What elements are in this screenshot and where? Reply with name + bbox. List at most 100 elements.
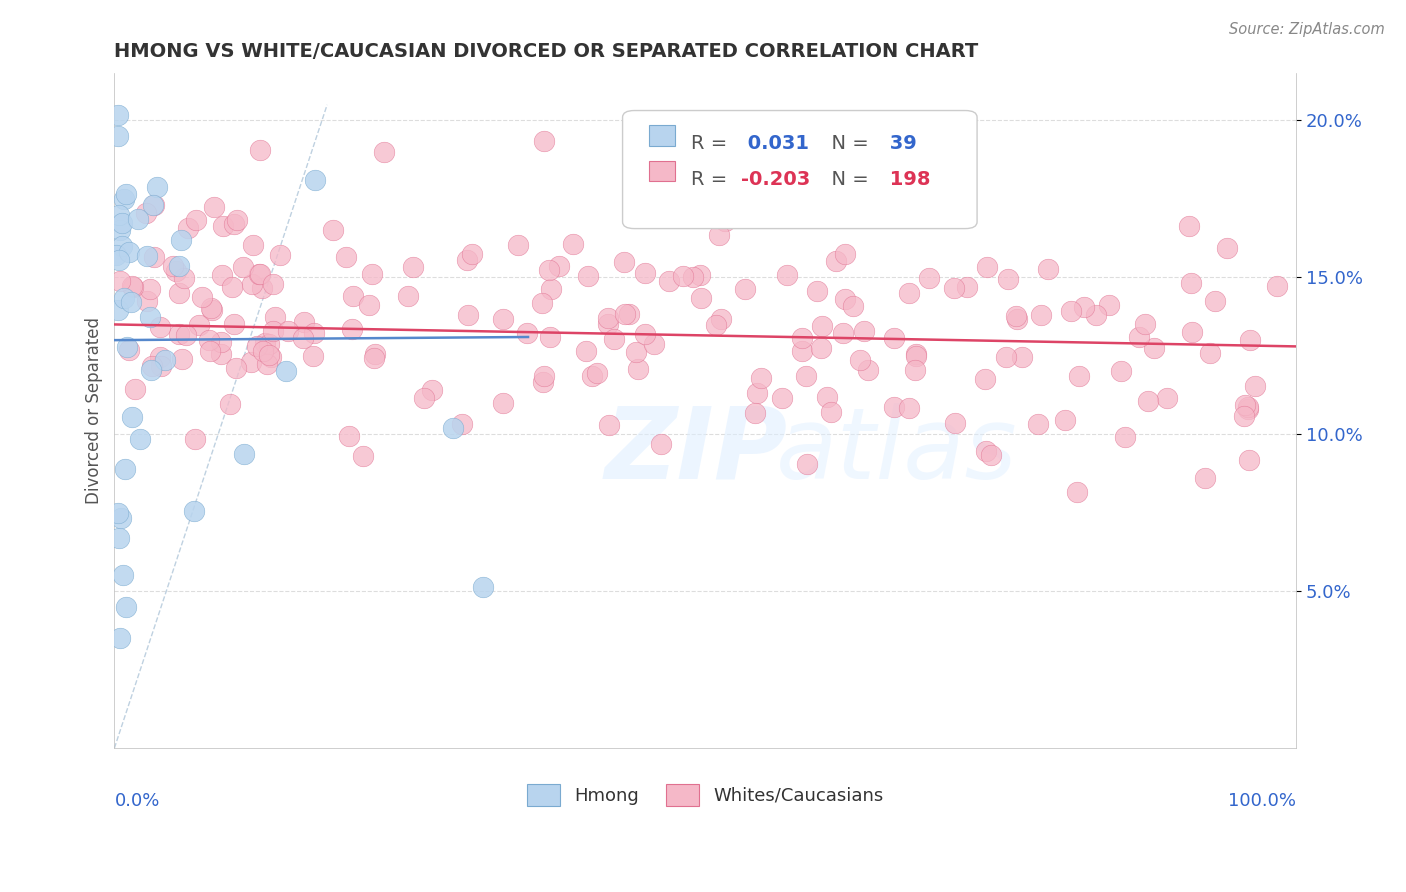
Point <box>139 282 162 296</box>
Point <box>834 293 856 307</box>
Point <box>202 200 225 214</box>
Point <box>420 384 443 398</box>
Point <box>232 260 254 274</box>
Text: N =: N = <box>818 134 875 153</box>
Point <box>904 347 927 361</box>
Point <box>598 311 620 326</box>
Point <box>292 315 315 329</box>
Point <box>613 255 636 269</box>
Point <box>254 336 277 351</box>
Point <box>364 347 387 361</box>
Point <box>146 179 169 194</box>
Point <box>291 331 314 345</box>
Point <box>1180 276 1202 290</box>
Point <box>745 385 768 400</box>
FancyBboxPatch shape <box>623 111 977 228</box>
Point <box>225 213 247 227</box>
Point <box>262 324 284 338</box>
Point <box>942 281 965 295</box>
Point <box>174 328 197 343</box>
Point <box>129 432 152 446</box>
Point <box>734 282 756 296</box>
Text: 198: 198 <box>883 169 929 189</box>
Point <box>451 417 474 431</box>
Point <box>492 312 515 326</box>
Point <box>904 363 927 377</box>
Point <box>209 334 232 349</box>
Point <box>918 270 941 285</box>
Point <box>142 198 165 212</box>
Point <box>249 143 271 157</box>
Point <box>540 282 562 296</box>
Point <box>121 409 143 424</box>
Point <box>997 271 1019 285</box>
Point <box>538 330 561 344</box>
Point <box>491 396 513 410</box>
Point <box>373 145 395 160</box>
Point <box>117 343 139 358</box>
Point <box>257 337 280 351</box>
Point <box>256 357 278 371</box>
Point <box>834 246 856 260</box>
Point <box>849 352 872 367</box>
Point <box>1243 378 1265 392</box>
Point <box>149 320 172 334</box>
Point <box>167 259 190 273</box>
Point <box>1239 333 1261 347</box>
Point <box>110 631 132 645</box>
Point <box>200 301 222 316</box>
Point <box>1236 400 1258 414</box>
Point <box>811 318 834 333</box>
Point <box>108 274 131 288</box>
Point <box>461 247 484 261</box>
Point <box>221 280 243 294</box>
Point <box>710 311 733 326</box>
Point <box>709 227 731 242</box>
Point <box>250 281 273 295</box>
Point <box>456 253 478 268</box>
Point <box>184 212 207 227</box>
Point <box>104 248 127 262</box>
Point <box>107 531 129 545</box>
Point <box>898 401 921 415</box>
Text: ZIP: ZIP <box>605 402 787 500</box>
Point <box>585 366 607 380</box>
Point <box>643 337 665 351</box>
Text: HMONG VS WHITE/CAUCASIAN DIVORCED OR SEPARATED CORRELATION CHART: HMONG VS WHITE/CAUCASIAN DIVORCED OR SEP… <box>114 42 979 61</box>
Point <box>1066 485 1088 500</box>
Point <box>127 211 149 226</box>
Point <box>883 400 905 414</box>
Point <box>112 291 135 305</box>
Point <box>136 249 159 263</box>
Text: 39: 39 <box>883 134 917 153</box>
Point <box>120 295 142 310</box>
Point <box>1005 310 1028 324</box>
Point <box>111 568 134 582</box>
Point <box>704 318 727 332</box>
Point <box>167 326 190 341</box>
Point <box>110 239 132 253</box>
Point <box>832 326 855 340</box>
Point <box>107 129 129 144</box>
Point <box>820 404 842 418</box>
Point <box>121 279 143 293</box>
Point <box>1237 452 1260 467</box>
Point <box>1156 391 1178 405</box>
Point <box>1067 369 1090 384</box>
Point <box>170 351 193 366</box>
Point <box>576 268 599 283</box>
Point <box>792 331 814 345</box>
Point <box>1073 300 1095 314</box>
Point <box>976 260 998 274</box>
Point <box>107 506 129 520</box>
Point <box>634 266 657 280</box>
Point <box>714 214 737 228</box>
Point <box>340 322 363 336</box>
Text: R =: R = <box>692 169 734 189</box>
Point <box>1031 308 1053 322</box>
Point <box>682 270 704 285</box>
Point <box>114 186 136 201</box>
Point <box>776 268 799 283</box>
Point <box>225 361 247 376</box>
Point <box>1085 308 1108 322</box>
